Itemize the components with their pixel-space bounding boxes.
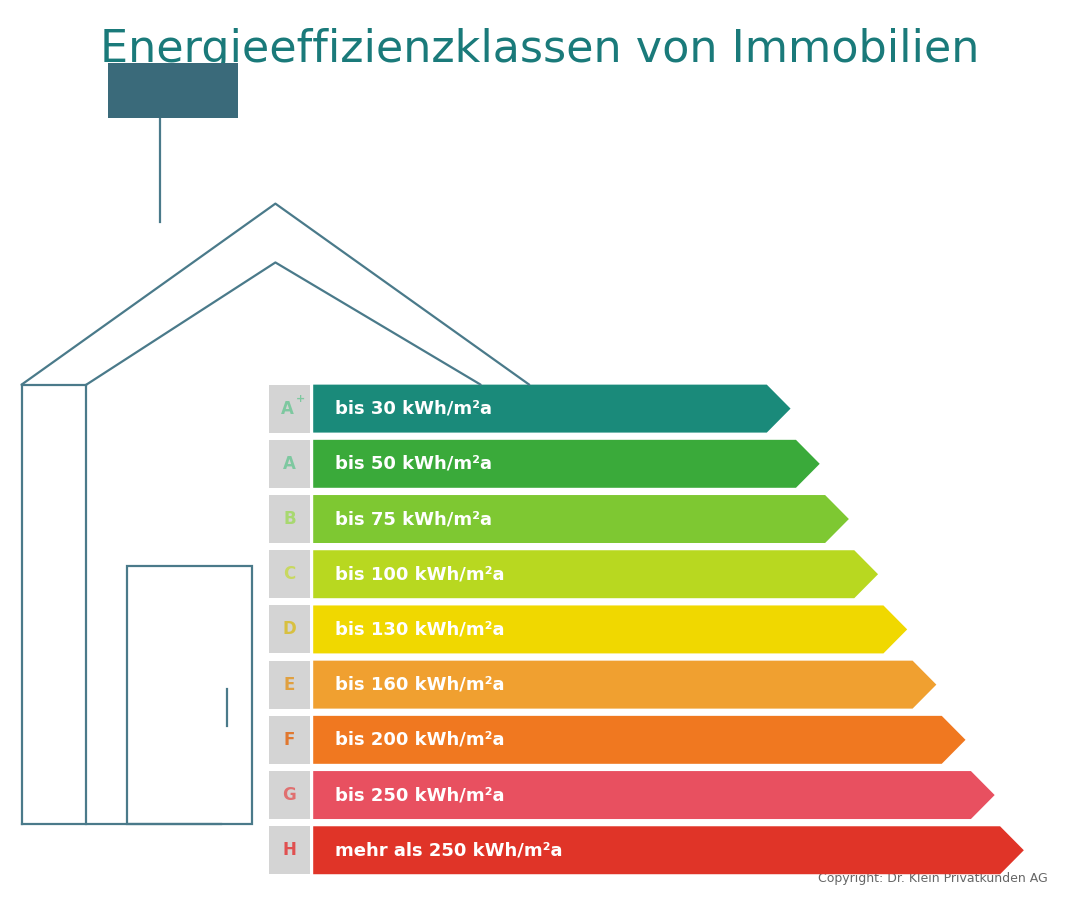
Bar (269, 550, 310, 598)
Bar (108, 63, 238, 118)
Text: bis 130 kWh/m²a: bis 130 kWh/m²a (335, 621, 504, 638)
Text: +: + (296, 394, 306, 404)
Text: bis 200 kWh/m²a: bis 200 kWh/m²a (335, 731, 504, 748)
Polygon shape (313, 605, 907, 653)
Text: D: D (283, 621, 296, 638)
Text: A: A (281, 400, 294, 417)
Text: E: E (284, 676, 295, 693)
Polygon shape (313, 385, 791, 433)
Polygon shape (313, 826, 1024, 874)
Bar (269, 771, 310, 819)
Text: C: C (283, 566, 296, 583)
Text: G: G (283, 786, 296, 804)
Text: bis 30 kWh/m²a: bis 30 kWh/m²a (335, 400, 491, 417)
Bar (127, 566, 252, 824)
Bar (269, 495, 310, 543)
Text: mehr als 250 kWh/m²a: mehr als 250 kWh/m²a (335, 842, 563, 859)
Polygon shape (313, 495, 849, 543)
Bar (269, 440, 310, 488)
Bar (269, 661, 310, 709)
Bar (269, 385, 310, 433)
Text: bis 100 kWh/m²a: bis 100 kWh/m²a (335, 566, 504, 583)
Text: F: F (284, 731, 295, 748)
Text: bis 50 kWh/m²a: bis 50 kWh/m²a (335, 455, 491, 472)
Text: Energieeffizienzklassen von Immobilien: Energieeffizienzklassen von Immobilien (100, 28, 980, 71)
Polygon shape (313, 771, 995, 819)
Text: B: B (283, 510, 296, 528)
Text: bis 250 kWh/m²a: bis 250 kWh/m²a (335, 786, 504, 804)
Text: bis 75 kWh/m²a: bis 75 kWh/m²a (335, 510, 491, 528)
Bar (269, 826, 310, 874)
Text: bis 160 kWh/m²a: bis 160 kWh/m²a (335, 676, 504, 693)
Text: A: A (283, 455, 296, 472)
Polygon shape (313, 661, 936, 709)
Polygon shape (313, 550, 878, 598)
Polygon shape (313, 440, 820, 488)
Text: Copyright: Dr. Klein Privatkunden AG: Copyright: Dr. Klein Privatkunden AG (818, 872, 1048, 885)
Polygon shape (313, 716, 966, 764)
Bar (269, 605, 310, 653)
Text: H: H (283, 842, 296, 859)
Bar (269, 716, 310, 764)
